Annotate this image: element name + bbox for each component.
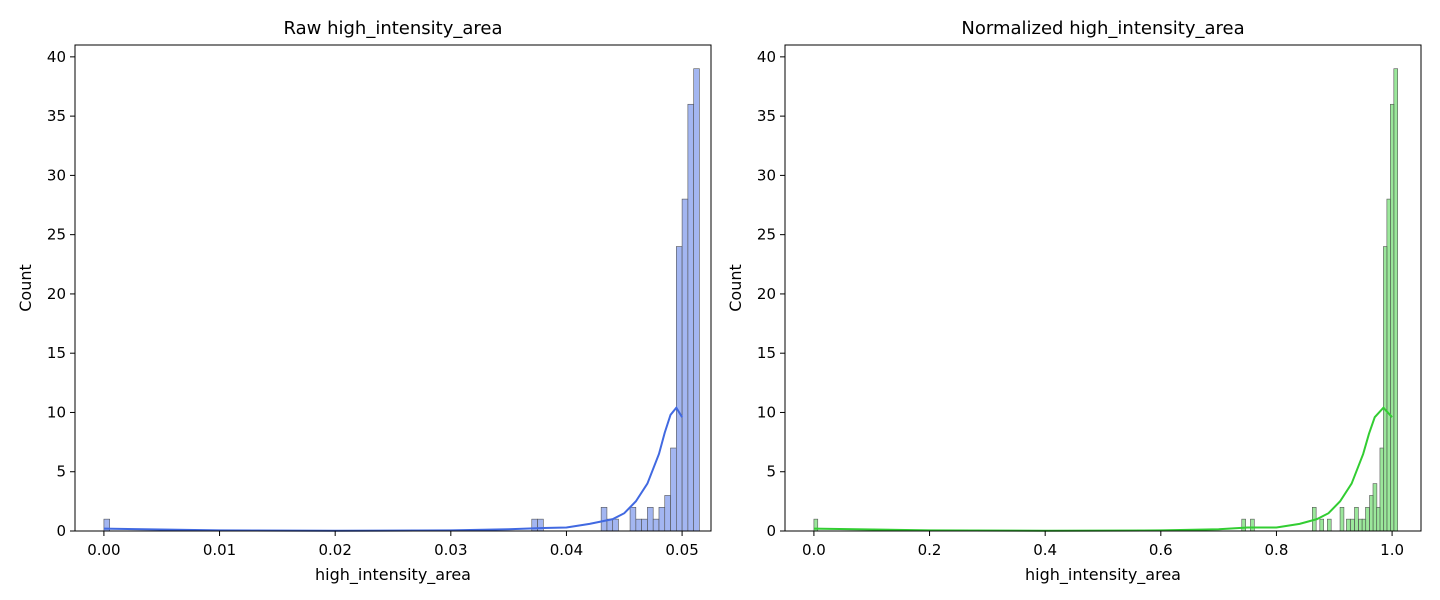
histogram-bar [600, 506, 608, 532]
kde-line [813, 406, 1393, 532]
x-axis-label: high_intensity_area [315, 565, 471, 585]
y-tick-label: 15 [757, 344, 776, 362]
y-tick-label: 10 [47, 403, 66, 421]
chart-panel-1: Raw high_intensity_area 0.00 0.01 0.02 0.03 0… [16, 18, 712, 585]
histogram-bar [1346, 518, 1351, 532]
histogram-bar [635, 518, 642, 532]
y-tick-label: 30 [757, 166, 776, 184]
x-tick-label: 0.02 [318, 541, 351, 559]
y-tick-label: 25 [757, 226, 776, 244]
y-tick-label: 5 [766, 463, 776, 481]
histogram-bar [1339, 506, 1345, 532]
y-axis-label: Count [16, 264, 35, 312]
chart-title: Normalized high_intensity_area [961, 18, 1244, 39]
histogram-bar [664, 495, 671, 532]
histogram-bar [1393, 68, 1398, 532]
histogram-bar [1350, 518, 1355, 532]
x-tick-label: 0.01 [203, 541, 236, 559]
x-tick-label: 0.0 [802, 541, 826, 559]
y-tick-label: 0 [56, 522, 66, 540]
y-tick-label: 15 [47, 344, 66, 362]
histogram-bar [647, 506, 654, 532]
y-tick-label: 40 [47, 48, 66, 66]
histogram-bar [670, 447, 677, 532]
x-tick-label: 0.04 [550, 541, 583, 559]
y-tick-label: 5 [56, 463, 66, 481]
y-tick-label: 30 [47, 166, 66, 184]
histogram-bar [1241, 518, 1246, 532]
histogram-bar [629, 506, 637, 532]
histogram-bar [1319, 518, 1324, 532]
histogram-bar [1250, 518, 1255, 532]
histogram-bar [658, 506, 666, 532]
x-tick-label: 0.05 [665, 541, 698, 559]
y-tick-label: 20 [757, 285, 776, 303]
y-tick-label: 35 [47, 107, 66, 125]
chart-panel-2: Normalized high_intensity_area 0.0 0.2 0.4 0… [726, 18, 1422, 585]
y-tick-label: 25 [47, 226, 66, 244]
kde-line [103, 405, 683, 532]
histogram-bar [612, 518, 619, 532]
histogram-bar [652, 518, 660, 532]
x-tick-label: 0.8 [1265, 541, 1289, 559]
x-tick-label: 1.0 [1380, 541, 1404, 559]
histogram-bar [681, 198, 689, 532]
x-tick-label: 0.4 [1033, 541, 1057, 559]
histogram-bar [1365, 506, 1370, 532]
plot-frame [74, 44, 712, 532]
x-axis-label: high_intensity_area [1025, 565, 1181, 585]
x-tick-label: 0.6 [1149, 541, 1173, 559]
histogram-bar [687, 103, 694, 532]
y-tick-label: 40 [757, 48, 776, 66]
histogram-bar [537, 518, 544, 532]
y-tick-label: 20 [47, 285, 66, 303]
plot-frame [784, 44, 1422, 532]
y-tick-label: 10 [757, 403, 776, 421]
histogram-bar [693, 68, 700, 532]
histogram-bar [1327, 518, 1332, 532]
chart-title: Raw high_intensity_area [283, 18, 502, 39]
y-tick-label: 35 [757, 107, 776, 125]
x-tick-label: 0.2 [918, 541, 942, 559]
x-tick-label: 0.00 [87, 541, 120, 559]
y-tick-label: 0 [766, 522, 776, 540]
x-tick-label: 0.03 [434, 541, 467, 559]
histogram-bar [676, 246, 683, 532]
histogram-bar [641, 518, 648, 532]
y-axis-label: Count [726, 264, 745, 312]
histogram-bar [1354, 506, 1359, 532]
